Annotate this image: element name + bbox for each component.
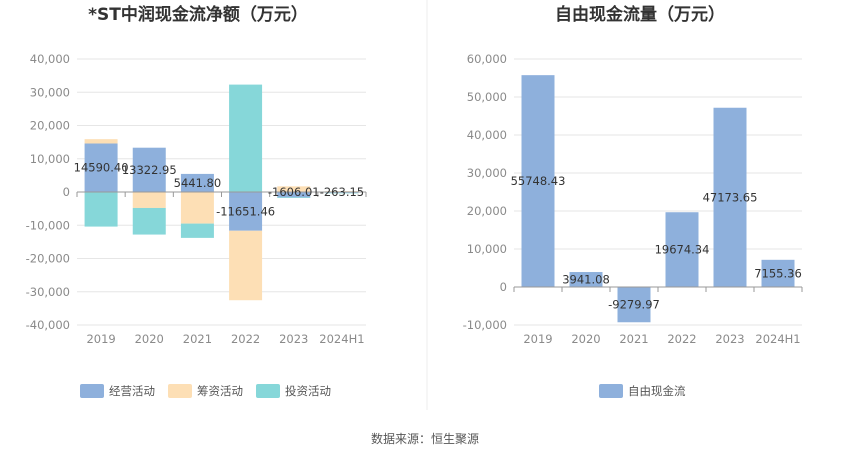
legend-swatch [168,384,192,398]
legend-label: 投资活动 [285,384,331,398]
net-cashflow-chart: *ST中润现金流净额（万元） -40,000 -30,000 -20,000 -10,0… [26,4,367,398]
x-tick-label: 2020 [135,332,164,346]
bar-投资活动-2019[interactable] [84,192,118,227]
y-tick-label: 40,000 [30,52,70,66]
x-tick-label: 2023 [279,332,308,346]
data-label: 3941.08 [562,273,610,287]
y-tick-label: 60,000 [467,52,507,66]
x-tick-label: 2022 [231,332,260,346]
y-tick-label: 50,000 [467,90,507,104]
legend-label: 经营活动 [109,384,155,398]
bar-筹资活动-2021[interactable] [180,192,214,224]
x-tick-label: 2024H1 [319,332,364,346]
data-label: 19674.34 [655,243,710,257]
y-tick-label: 20,000 [30,119,70,133]
x-tick-label: 2022 [667,332,696,346]
data-label: 55748.43 [511,174,566,188]
y-tick-label: 10,000 [30,152,70,166]
bar-经营活动-2020[interactable] [132,147,166,192]
x-tick-label: 2021 [183,332,212,346]
bar-筹资活动-2023[interactable] [277,186,311,192]
data-label: -1606.01 [268,185,320,199]
bar-自由现金流-2023[interactable] [713,107,747,287]
data-label: -263.15 [320,185,364,199]
data-label: 13322.95 [122,163,177,177]
bar-筹资活动-2022[interactable] [229,230,263,301]
y-tick-label: 30,000 [30,85,70,99]
bar-自由现金流-2022[interactable] [665,212,699,287]
y-tick-label: 40,000 [467,128,507,142]
chart-title: 自由现金流量（万元） [555,4,725,25]
legend-item-筹资活动[interactable]: 筹资活动 [168,384,243,398]
y-tick-label: -30,000 [26,285,70,299]
bar-自由现金流-2019[interactable] [521,75,555,287]
bar-筹资活动-2020[interactable] [132,192,166,208]
legend-item-经营活动[interactable]: 经营活动 [80,384,155,398]
data-label: 5441.80 [174,176,222,190]
x-tick-label: 2019 [86,332,115,346]
legend-swatch [256,384,280,398]
chart-title: *ST中润现金流净额（万元） [88,4,308,25]
x-tick-label: 2019 [523,332,552,346]
bar-自由现金流-2020[interactable] [569,272,603,287]
bar-经营活动-2021[interactable] [180,173,214,192]
data-label: -9279.97 [608,298,660,312]
bar-经营活动-2023[interactable] [277,192,311,198]
y-tick-label: 0 [63,185,70,199]
y-tick-label: -40,000 [26,318,70,332]
y-tick-label: -10,000 [463,318,507,332]
y-tick-label: 0 [500,280,507,294]
legend-swatch [599,384,623,398]
y-tick-label: -10,000 [26,218,70,232]
bar-投资活动-2021[interactable] [180,223,214,238]
x-tick-label: 2020 [571,332,600,346]
free-cashflow-chart: 自由现金流量（万元） -10,000 0 10,000 20,000 30,000 40,0… [463,4,803,398]
legend-item-投资活动[interactable]: 投资活动 [256,384,331,398]
y-tick-label: 20,000 [467,204,507,218]
bar-自由现金流-2021[interactable] [617,287,651,323]
bar-投资活动-2024H1[interactable] [325,192,359,194]
bar-投资活动-2020[interactable] [132,207,166,235]
bar-筹资活动-2019[interactable] [84,139,118,144]
legend-swatch [80,384,104,398]
x-tick-label: 2021 [619,332,648,346]
y-tick-label: 30,000 [467,166,507,180]
data-label: 7155.36 [754,266,802,280]
x-tick-label: 2024H1 [755,332,800,346]
bar-经营活动-2022[interactable] [229,192,263,231]
data-source: 数据来源：恒生聚源 [371,431,479,446]
data-label: 14590.40 [74,161,129,175]
x-tick-label: 2023 [715,332,744,346]
data-label: -11651.46 [216,204,275,218]
legend-label: 筹资活动 [197,384,243,398]
data-label: 47173.65 [703,190,758,204]
legend-label: 自由现金流 [628,384,686,398]
bar-投资活动-2023[interactable] [277,197,311,199]
bar-经营活动-2019[interactable] [84,143,118,192]
y-tick-label: 10,000 [467,242,507,256]
bar-自由现金流-2024H1[interactable] [761,259,795,287]
legend-item-自由现金流[interactable]: 自由现金流 [599,384,686,398]
bar-投资活动-2022[interactable] [229,84,263,192]
y-tick-label: -20,000 [26,252,70,266]
